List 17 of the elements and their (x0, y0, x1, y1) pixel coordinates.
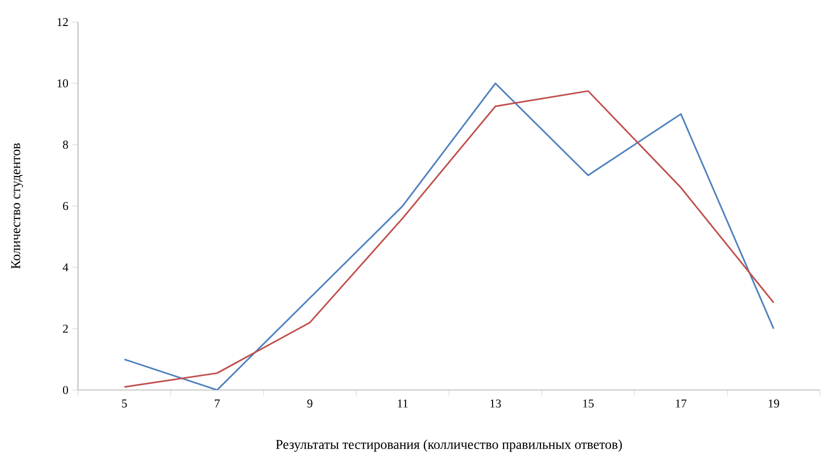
y-tick-label: 6 (63, 202, 68, 210)
x-tick-label: 5 (122, 400, 127, 408)
y-tick-label: 8 (62, 140, 68, 149)
y-tick-label: 10 (58, 79, 68, 88)
x-tick-label: 9 (307, 400, 312, 408)
x-tick-label: 7 (214, 400, 220, 408)
y-tick-label: 12 (58, 18, 68, 26)
x-tick-label: 13 (490, 400, 501, 408)
x-tick-label: 11 (398, 400, 408, 408)
y-tick-label: 0 (62, 386, 68, 394)
x-tick-label: 17 (676, 400, 686, 408)
y-tick-label: 2 (63, 324, 68, 333)
y-axis-title: Количество студентов (11, 143, 24, 269)
x-tick-label: 15 (583, 400, 594, 408)
x-axis-title: Результаты тестирования (колличество правильных ответов) (276, 440, 622, 452)
y-tick-label: 4 (62, 263, 68, 272)
x-tick-label: 19 (768, 400, 780, 408)
